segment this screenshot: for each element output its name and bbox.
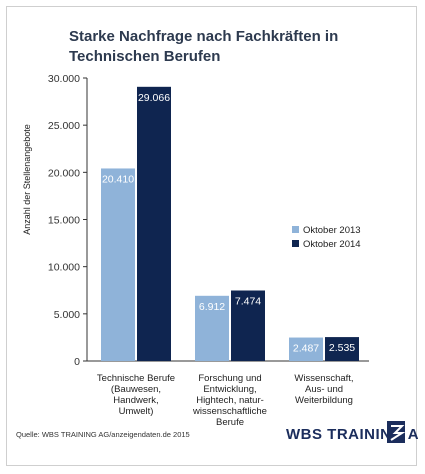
bar-value-label: 7.474 xyxy=(235,295,261,307)
axes: 0 5.000 10.000 15.000 20.000 25.000 30.000 xyxy=(48,73,369,368)
y-tick-label: 10.000 xyxy=(48,262,80,274)
x-category-label: Technische Berufe xyxy=(97,373,175,384)
y-tick-label: 30.000 xyxy=(48,73,80,85)
bar xyxy=(231,290,265,361)
bar-value-label: 6.912 xyxy=(199,301,225,313)
y-axis-title: Anzahl der Stellenangebote xyxy=(22,124,32,235)
bar-value-label: 20.410 xyxy=(102,173,134,185)
x-category-label: Forschung und xyxy=(198,373,261,384)
chart-frame: Starke Nachfrage nach Fachkräften in Tech… xyxy=(6,6,418,466)
bar xyxy=(101,168,135,361)
chart-svg: Starke Nachfrage nach Fachkräften in Tech… xyxy=(16,28,418,443)
footer: Quelle: WBS TRAINING AG/anzeigendaten.de… xyxy=(16,421,418,443)
x-category-label: Umwelt) xyxy=(119,406,154,417)
y-tick-label: 5.000 xyxy=(54,309,80,321)
logo-text: WBS TRAINING AG xyxy=(286,426,418,443)
legend-swatch xyxy=(292,240,299,247)
category-labels: Technische Berufe(Bauwesen,Handwerk,Umwe… xyxy=(97,373,354,428)
bar-value-label: 2.487 xyxy=(293,343,319,355)
bar xyxy=(325,337,359,361)
y-tick-label: 0 xyxy=(74,356,80,368)
bar-value-label: 2.535 xyxy=(329,342,355,354)
x-category-label: Hightech, natur- xyxy=(196,395,264,406)
x-category-label: Handwerk, xyxy=(113,395,158,406)
y-tick-label: 20.000 xyxy=(48,167,80,179)
x-category-label: Wissenschaft, xyxy=(294,373,353,384)
logo-icon xyxy=(387,421,406,443)
chart-title-line: Technischen Berufen xyxy=(69,48,220,65)
bar xyxy=(137,86,171,361)
y-axis-label: Anzahl der Stellenangebote xyxy=(22,124,32,235)
chart-title: Starke Nachfrage nach Fachkräften in Tech… xyxy=(69,28,338,65)
legend-label: Oktober 2013 xyxy=(303,225,361,236)
x-category-label: Aus- und xyxy=(305,384,343,395)
x-category-label: wissenschaftliche xyxy=(192,406,267,417)
x-category-label: Entwicklung, xyxy=(203,384,256,395)
y-tick-label: 15.000 xyxy=(48,215,80,227)
y-tick-label: 25.000 xyxy=(48,120,80,132)
bar-value-label: 29.066 xyxy=(138,92,170,104)
chart-title-line: Starke Nachfrage nach Fachkräften in xyxy=(69,28,338,45)
legend-swatch xyxy=(292,226,299,233)
x-category-label: Weiterbildung xyxy=(295,395,353,406)
legend-label: Oktober 2014 xyxy=(303,239,361,250)
x-category-label: Berufe xyxy=(216,417,244,428)
bar xyxy=(289,337,323,361)
source-note: Quelle: WBS TRAINING AG/anzeigendaten.de… xyxy=(16,430,190,439)
bar xyxy=(195,295,229,361)
x-category-label: (Bauwesen, xyxy=(111,384,161,395)
legend: Oktober 2013 Oktober 2014 xyxy=(292,225,361,250)
bars: 20.410 29.066 6.912 7.474 2.487 2.535 xyxy=(101,86,359,361)
